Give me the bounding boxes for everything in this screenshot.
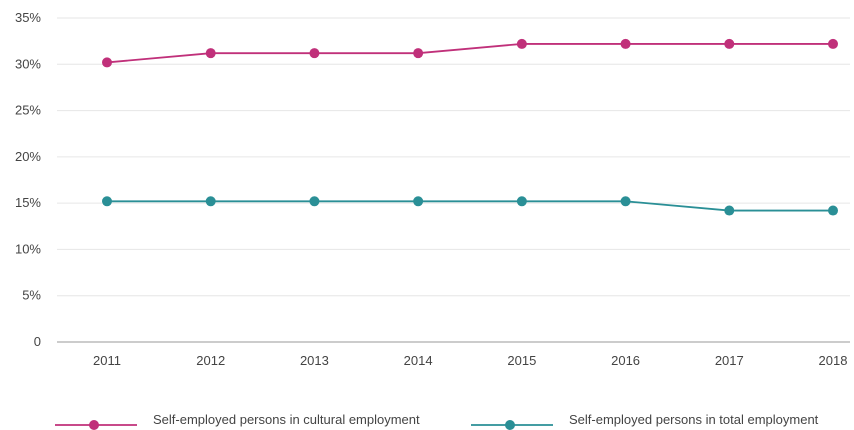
y-axis-ticks: 35% 30% 25% 20% 15% 10% 5% 0: [15, 10, 41, 349]
data-point: [620, 196, 631, 207]
y-tick-label: 0: [34, 334, 41, 349]
x-tick-label: 2012: [196, 353, 225, 368]
y-tick-label: 25%: [15, 103, 41, 118]
data-point: [620, 38, 631, 49]
series-lines: [102, 38, 838, 216]
data-point: [413, 196, 424, 207]
legend-label: Self-employed persons in total employmen…: [569, 412, 819, 427]
legend-swatch-marker: [89, 420, 99, 430]
data-point: [828, 38, 838, 49]
series-2: [102, 196, 838, 216]
data-point: [102, 196, 112, 207]
data-point: [516, 196, 527, 207]
y-tick-label: 5%: [22, 288, 41, 303]
x-tick-label: 2014: [404, 353, 433, 368]
series-1: [102, 38, 838, 68]
data-point: [205, 48, 216, 59]
x-tick-label: 2011: [93, 353, 121, 368]
x-tick-label: 2017: [715, 353, 744, 368]
data-point: [205, 196, 216, 207]
data-point: [724, 205, 735, 216]
y-tick-label: 10%: [15, 241, 41, 256]
series-line: [107, 200, 833, 212]
legend-swatch-marker: [505, 420, 515, 430]
y-tick-label: 15%: [15, 195, 41, 210]
x-tick-label: 2013: [300, 353, 329, 368]
legend-item: Self-employed persons in cultural employ…: [55, 412, 420, 430]
data-point: [309, 48, 320, 59]
x-tick-label: 2018: [819, 353, 848, 368]
data-point: [102, 57, 112, 68]
data-point: [724, 38, 735, 49]
legend-item: Self-employed persons in total employmen…: [471, 412, 819, 430]
y-tick-label: 20%: [15, 149, 41, 164]
x-axis-ticks: 2011 2012 2013 2014 2015 2016 2017 2018: [93, 353, 847, 368]
x-tick-label: 2016: [611, 353, 640, 368]
gridlines: [57, 17, 850, 297]
legend-label: Self-employed persons in cultural employ…: [153, 412, 420, 427]
data-point: [413, 48, 424, 59]
x-tick-label: 2015: [507, 353, 536, 368]
series-line: [106, 43, 833, 64]
data-point: [309, 196, 320, 207]
legend: Self-employed persons in cultural employ…: [55, 412, 819, 430]
y-tick-label: 30%: [15, 56, 41, 71]
y-tick-label: 35%: [15, 10, 41, 25]
data-point: [828, 205, 838, 216]
data-point: [516, 38, 527, 49]
